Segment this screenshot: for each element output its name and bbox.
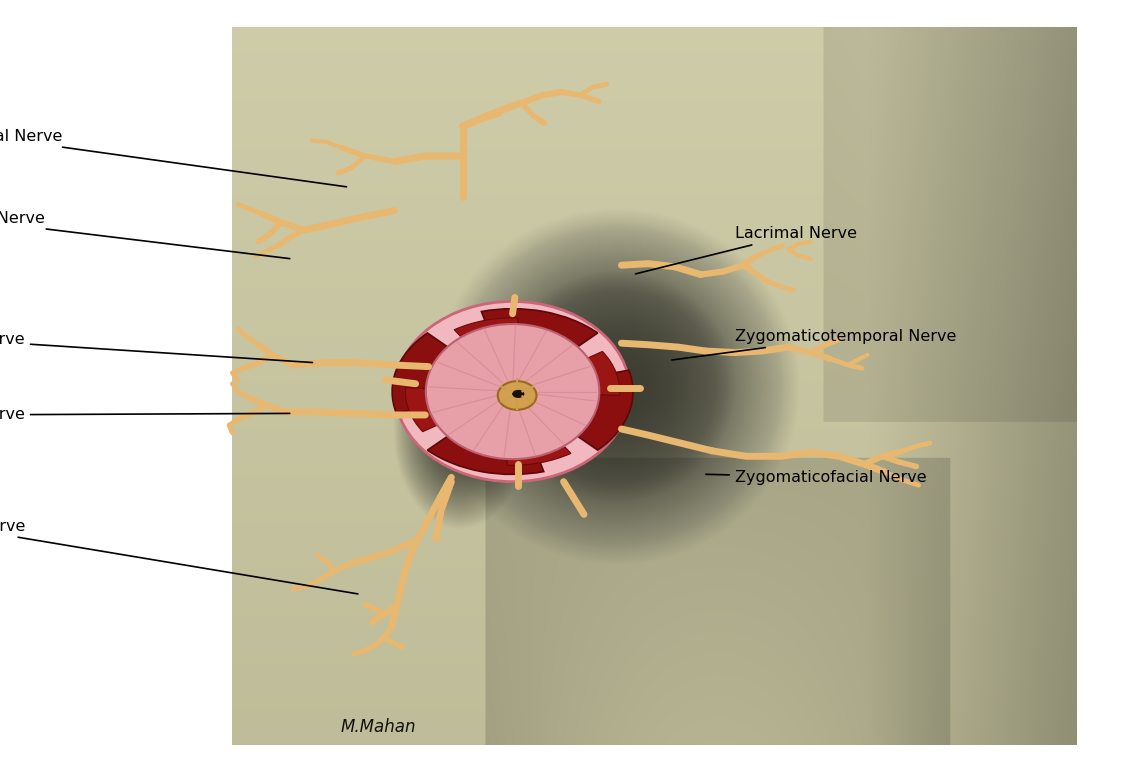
Text: Supratrochlear Nerve: Supratrochlear Nerve (0, 211, 290, 259)
Text: Infratrochlear Nerve: Infratrochlear Nerve (0, 407, 290, 423)
Wedge shape (392, 333, 455, 413)
Text: Lacrimal Nerve: Lacrimal Nerve (635, 226, 857, 274)
Text: Nasociliary Nerve: Nasociliary Nerve (0, 332, 313, 363)
Text: Zygomaticotemporal Nerve: Zygomaticotemporal Nerve (671, 329, 956, 360)
Wedge shape (482, 309, 598, 352)
Wedge shape (507, 437, 570, 465)
Ellipse shape (395, 302, 631, 481)
Text: Infraorbital Nerve: Infraorbital Nerve (0, 519, 358, 594)
Text: Zygomaticofacial Nerve: Zygomaticofacial Nerve (705, 470, 926, 485)
Ellipse shape (498, 381, 536, 410)
Wedge shape (428, 431, 543, 474)
Wedge shape (406, 388, 447, 431)
Text: M.Mahan: M.Mahan (340, 718, 416, 736)
Wedge shape (570, 370, 633, 450)
Ellipse shape (513, 390, 524, 398)
Wedge shape (455, 318, 518, 346)
Text: Supraorbital Nerve: Supraorbital Nerve (0, 129, 347, 187)
Ellipse shape (426, 324, 599, 459)
Wedge shape (578, 352, 619, 395)
